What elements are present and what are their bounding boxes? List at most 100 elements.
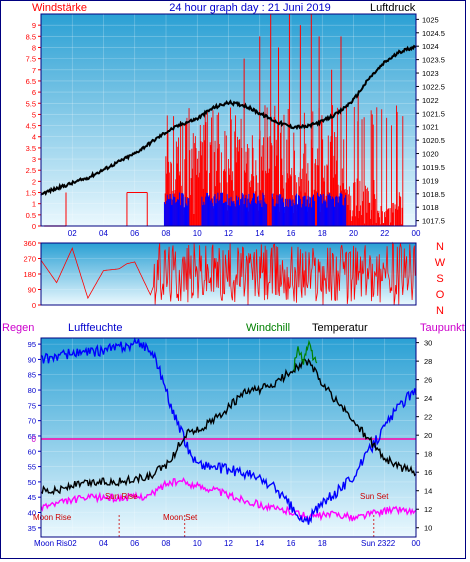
temperature-tick-label: 14 <box>424 487 432 496</box>
direction-tick-label: 0 <box>32 301 36 310</box>
pressure-tick-label: 1025 <box>422 15 439 24</box>
pressure-tick-label: 1021 <box>422 123 439 132</box>
pressure-tick-label: 1021.5 <box>422 109 445 118</box>
humidity-tick-label: 55 <box>28 463 36 472</box>
time-tick-label: 02 <box>68 229 77 238</box>
moon-rise-time-label: Moon Ris02 <box>34 539 77 548</box>
humidity-tick-label: 50 <box>28 478 36 487</box>
wind-tick-label: 3.5 <box>26 144 36 153</box>
wind-tick-label: 1 <box>32 200 36 209</box>
wind-tick-label: 2 <box>32 177 36 186</box>
gust-series <box>163 192 347 226</box>
temp-humidity-plot-area <box>41 338 416 537</box>
temperature-tick-label: 20 <box>424 431 432 440</box>
wind-tick-label: 7 <box>32 66 36 75</box>
wind-tick-label: 8 <box>32 43 36 52</box>
astro-annotations: Sun Rise Sun Set Moon Rise Moon Set <box>33 492 389 537</box>
wind-tick-label: 5.5 <box>26 99 36 108</box>
windchill-series <box>293 339 318 371</box>
time-tick-label: 04 <box>99 539 108 548</box>
wind-tick-label: 1.5 <box>26 189 36 198</box>
dewpoint-series <box>40 476 417 522</box>
wind-tick-label: 0.5 <box>26 211 36 220</box>
temperature-line <box>40 358 417 496</box>
pressure-tick-label: 1024 <box>422 42 439 51</box>
humidity-axis: 35 40 45 50 55 60 65 70 75 80 85 90 95 <box>28 340 41 533</box>
wind-speed-header-label: Windstärke <box>32 2 87 14</box>
wind-pressure-x-axis: 02 04 06 08 10 12 14 16 18 20 22 00 <box>68 229 421 238</box>
time-tick-label: 20 <box>349 229 358 238</box>
time-tick-label: 22 <box>380 229 389 238</box>
time-tick-label: 12 <box>224 539 233 548</box>
time-tick-label: 10 <box>193 229 202 238</box>
wind-tick-label: 0 <box>32 222 36 231</box>
sun-set-label: Sun Set <box>360 492 389 501</box>
wind-direction-series <box>40 241 416 306</box>
humidity-tick-label: 65 <box>28 432 36 441</box>
wind-direction-plot-border <box>40 242 417 306</box>
humidity-tick-label: 70 <box>28 417 36 426</box>
humidity-header-label: Luftfeuchte <box>68 322 122 334</box>
temperature-tick-label: 16 <box>424 468 432 477</box>
wind-tick-label: 5 <box>32 110 36 119</box>
time-tick-label: 08 <box>162 229 171 238</box>
wind-tick-label: 6.5 <box>26 77 36 86</box>
rain-value-label: 0 <box>32 435 37 444</box>
pressure-tick-label: 1018 <box>422 203 439 212</box>
temperature-tick-label: 12 <box>424 505 432 514</box>
time-tick-label: 14 <box>255 229 264 238</box>
temperature-tick-label: 28 <box>424 357 432 366</box>
dewpoint-header-label: Taupunkt <box>420 322 465 334</box>
pressure-axis: 1017.5 1018 1018.5 1019 1019.5 1020 1020.5 1021… <box>416 15 445 226</box>
direction-tick-label: 180 <box>23 270 36 279</box>
compass-label: N <box>436 305 444 317</box>
moon-rise-label: Moon Rise <box>33 513 72 522</box>
humidity-tick-label: 60 <box>28 447 36 456</box>
time-tick-label: 04 <box>99 229 108 238</box>
direction-tick-label: 360 <box>23 239 36 248</box>
pressure-line <box>40 44 417 196</box>
wind-tick-label: 9 <box>32 21 36 30</box>
wind-tick-label: 2.5 <box>26 166 36 175</box>
time-tick-label: 16 <box>287 229 296 238</box>
temperature-tick-label: 30 <box>424 339 432 348</box>
compass-label: S <box>436 273 443 285</box>
graph-title: 24 hour graph day : 21 Juni 2019 <box>169 2 330 14</box>
time-tick-label: 18 <box>318 229 327 238</box>
pressure-tick-label: 1024.5 <box>422 29 445 38</box>
direction-tick-label: 90 <box>28 286 36 295</box>
temp-humidity-x-axis: 04 06 08 10 12 14 16 18 00 Moon Ris02 Sun 2322 <box>34 539 421 548</box>
temperature-tick-label: 26 <box>424 376 432 385</box>
pressure-tick-label: 1022 <box>422 96 439 105</box>
temperature-header-label: Temperatur <box>312 322 368 334</box>
windchill-line <box>293 339 318 371</box>
humidity-tick-label: 40 <box>28 509 36 518</box>
time-tick-label: 12 <box>224 229 233 238</box>
compass-label: N <box>436 241 444 253</box>
humidity-tick-label: 45 <box>28 493 36 502</box>
wind-tick-label: 6 <box>32 88 36 97</box>
pressure-series <box>40 44 417 196</box>
temp-humidity-grid <box>41 338 417 537</box>
wind-direction-line <box>40 241 416 306</box>
pressure-tick-label: 1020 <box>422 150 439 159</box>
wind-tick-label: 8.5 <box>26 32 36 41</box>
pressure-tick-label: 1018.5 <box>422 190 445 199</box>
time-tick-label: 00 <box>412 539 421 548</box>
pressure-tick-label: 1022.5 <box>422 82 445 91</box>
pressure-header-label: Luftdruck <box>370 2 416 14</box>
time-tick-label: 08 <box>162 539 171 548</box>
dewpoint-line <box>40 476 417 522</box>
wind-tick-label: 4.5 <box>26 122 36 131</box>
pressure-tick-label: 1023.5 <box>422 56 445 65</box>
wind-tick-label: 7.5 <box>26 55 36 64</box>
temperature-tick-label: 10 <box>424 524 432 533</box>
time-tick-label: 14 <box>255 539 264 548</box>
pressure-tick-label: 1019 <box>422 176 439 185</box>
compass-label: O <box>436 289 445 301</box>
pressure-tick-label: 1020.5 <box>422 136 445 145</box>
time-tick-label: 16 <box>287 539 296 548</box>
